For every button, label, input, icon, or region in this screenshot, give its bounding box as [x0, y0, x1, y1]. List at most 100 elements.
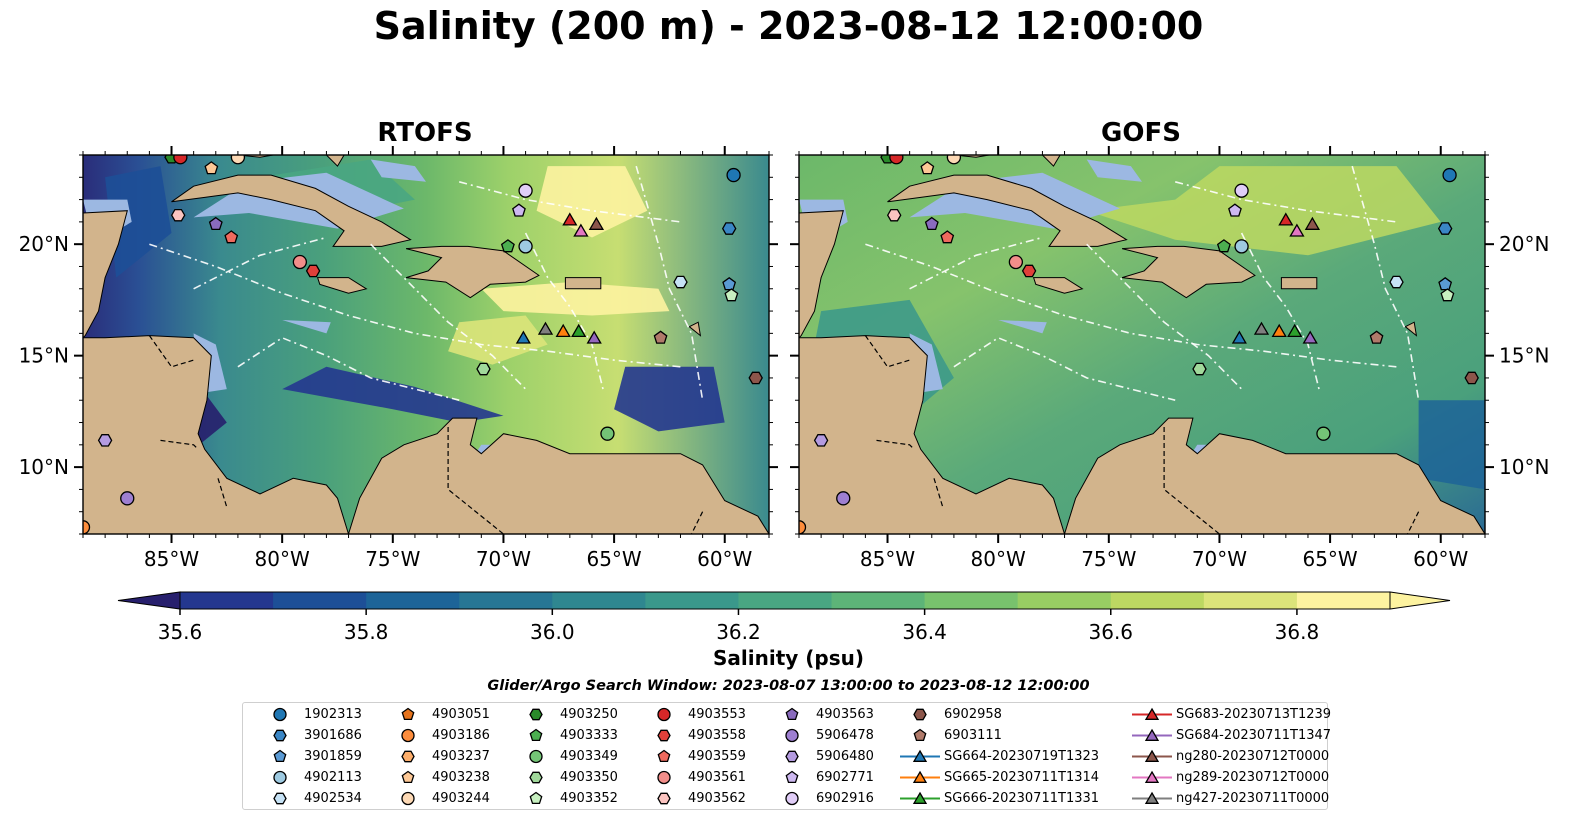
float-marker-4903350 — [476, 362, 491, 376]
legend-label: 3901859 — [304, 749, 362, 764]
legend-marker — [529, 728, 543, 742]
continental-shelf — [998, 320, 1047, 334]
float-marker-4903563 — [208, 216, 223, 231]
eez-boundary — [1240, 232, 1320, 390]
lon-tick-label: 65°W — [586, 547, 641, 571]
legend-label: 4902113 — [304, 770, 362, 785]
legend-marker — [1132, 728, 1172, 741]
float-marker-4903553 — [173, 155, 188, 165]
legend-label: 4903186 — [432, 728, 490, 743]
float-marker-6902916 — [1234, 183, 1249, 198]
legend-label: ng427-20230711T0000 — [1176, 791, 1330, 806]
legend-symbol — [273, 729, 287, 742]
float-marker-6903111 — [653, 330, 668, 344]
colorbar-tick-label: 36.8 — [1275, 620, 1320, 644]
float-marker-3901859 — [722, 276, 737, 291]
legend-label: 4903562 — [688, 791, 746, 806]
lesser-antilles-land — [1404, 321, 1418, 337]
legend-label: 4903558 — [688, 728, 746, 743]
legend-symbol — [913, 728, 927, 742]
float-marker-4903349 — [600, 426, 615, 441]
eez-boundary — [1174, 181, 1397, 223]
legend-marker — [785, 728, 799, 743]
legend-symbol — [401, 770, 415, 784]
continental-shelf — [1086, 159, 1142, 182]
legend-label: 4903350 — [560, 770, 618, 785]
hispaniola-land — [405, 245, 540, 299]
legend-marker — [529, 749, 543, 764]
float-marker-4903352 — [724, 288, 739, 302]
panel-title-rtofs: RTOFS — [377, 118, 473, 148]
legend-marker — [273, 707, 287, 722]
lon-tick-label: 85°W — [860, 547, 915, 571]
float-marker-4903186 — [83, 520, 91, 534]
colorbar-tick-label: 36.4 — [902, 620, 947, 644]
eez-boundary — [524, 232, 604, 390]
legend-label: SG683-20230713T1239 — [1176, 707, 1332, 722]
lon-tick-label: 70°W — [1192, 547, 1247, 571]
float-marker-1902313 — [1442, 167, 1457, 183]
float-marker-4903238 — [920, 161, 935, 175]
lon-tick-label: 60°W — [697, 547, 752, 571]
legend-symbol — [529, 791, 543, 805]
eez-boundary — [953, 336, 1176, 401]
float-marker-4903244 — [230, 155, 246, 165]
legend-marker — [900, 749, 940, 762]
panel-title-gofs: GOFS — [1101, 118, 1181, 148]
map-panel-gofs: 85°W 80°W 75°W 70°W 65°W 60°W 20°N 15°N 10°N — [790, 146, 1549, 571]
eez-boundary — [865, 243, 1397, 368]
lon-tick-label: 70°W — [476, 547, 531, 571]
lat-tick-label: 15°N — [19, 344, 69, 368]
legend-symbol — [1144, 791, 1160, 804]
search-window-text: Glider/Argo Search Window: 2023-08-07 13… — [487, 678, 1090, 694]
float-marker-SG684-20230711T1347 — [1302, 330, 1318, 344]
country-border — [217, 478, 228, 508]
float-marker-4903559 — [224, 230, 239, 244]
eez-boundary — [149, 243, 681, 368]
colorbar-tick-label: 35.6 — [158, 620, 203, 644]
eez-boundary — [370, 243, 527, 390]
colorbar-segment — [273, 592, 367, 609]
float-marker-ng280-20230712T0000 — [588, 216, 605, 230]
central-america-land — [83, 335, 350, 534]
figure-title: Salinity (200 m) - 2023-08-12 12:00:00 — [373, 4, 1204, 48]
salinity-region — [282, 366, 504, 423]
legend-label: 4903561 — [688, 770, 746, 785]
float-marker-4903562 — [170, 208, 186, 222]
legend-marker — [913, 728, 927, 742]
colorbar-segment — [552, 592, 646, 609]
legend-label: 4903553 — [688, 707, 746, 722]
legend-label: 4903349 — [560, 749, 618, 764]
legend-marker — [1132, 770, 1172, 783]
float-marker-6902958 — [1464, 371, 1479, 385]
south-america-land — [347, 417, 769, 534]
lon-tick-label: 75°W — [1081, 547, 1136, 571]
float-marker-3901859 — [1438, 276, 1453, 291]
legend-marker — [657, 792, 671, 805]
bahamas-land — [1041, 155, 1061, 167]
float-marker-4903333 — [1216, 239, 1231, 253]
country-border — [1406, 511, 1420, 534]
legend-label: ng280-20230712T0000 — [1176, 749, 1330, 764]
legend-symbol — [785, 728, 799, 743]
legend-label: 4903238 — [432, 770, 490, 785]
float-marker-3901686 — [721, 222, 737, 235]
float-marker-4903558 — [305, 264, 321, 278]
legend-marker — [785, 770, 799, 784]
eez-boundary — [193, 236, 327, 290]
colorbar-tick-label: 35.8 — [344, 620, 389, 644]
legend-marker — [785, 707, 799, 721]
legend-label: SG666-20230711T1331 — [944, 791, 1100, 806]
country-border — [148, 335, 194, 368]
legend-symbol — [657, 792, 671, 805]
legend-label: 4903563 — [816, 707, 874, 722]
colorbar-label: Salinity (psu) — [712, 646, 864, 670]
float-marker-4903350 — [1192, 362, 1207, 376]
float-marker-4903561 — [1008, 254, 1024, 270]
legend-symbol — [529, 728, 543, 742]
float-marker-ng289-20230712T0000 — [1289, 223, 1305, 237]
legend-label: 5906480 — [816, 749, 874, 764]
float-marker-6902916 — [518, 183, 533, 198]
jamaica-land — [316, 277, 368, 294]
country-border — [160, 439, 199, 450]
